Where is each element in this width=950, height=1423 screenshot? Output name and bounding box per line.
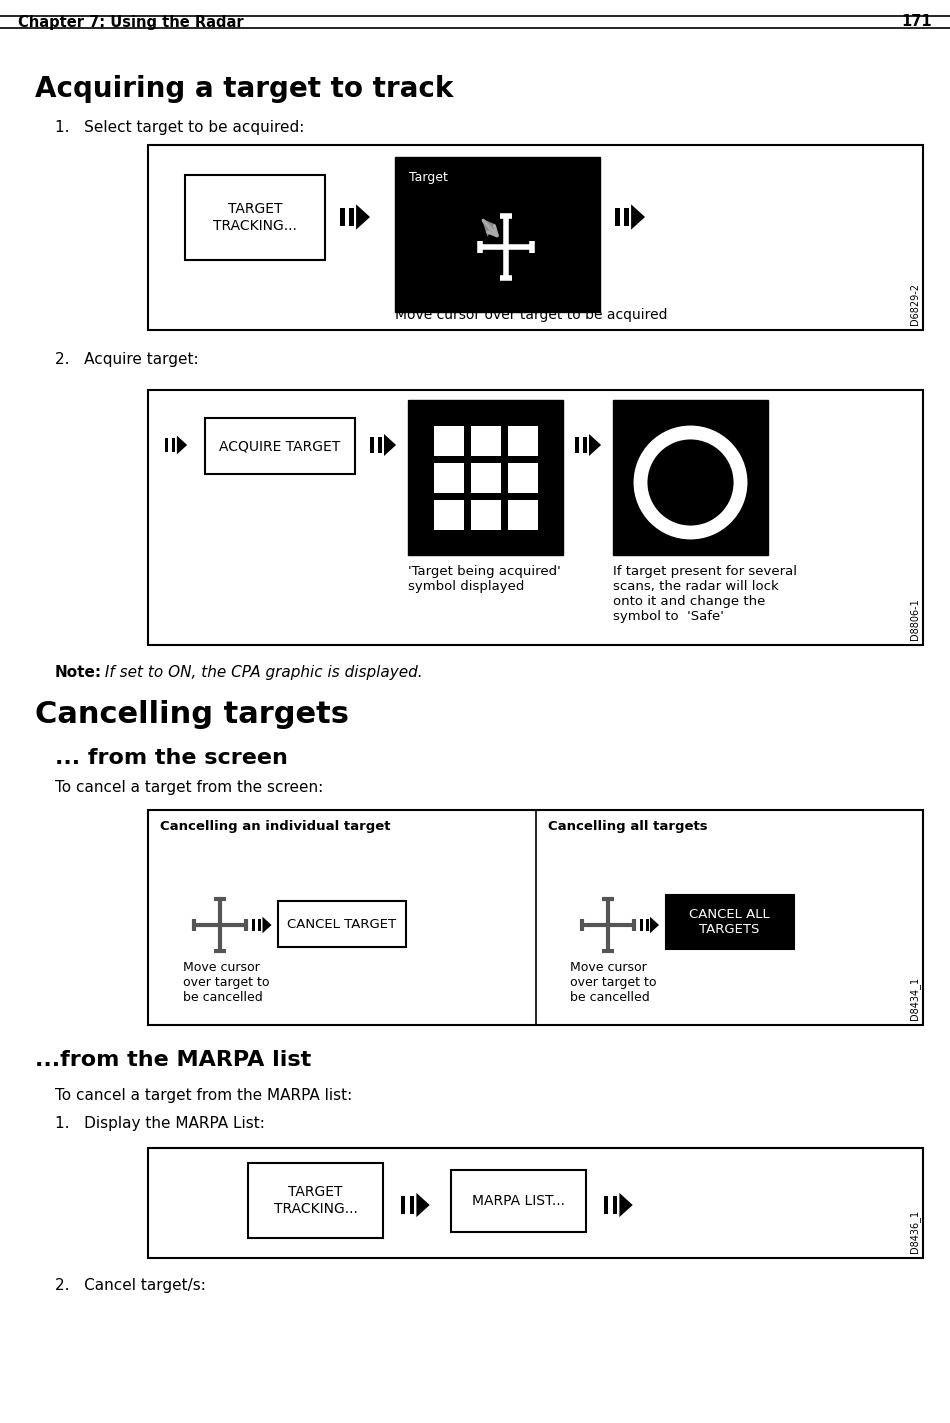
Text: ACQUIRE TARGET: ACQUIRE TARGET [219, 440, 341, 453]
Text: TARGET
TRACKING...: TARGET TRACKING... [213, 202, 297, 232]
Bar [470, 499, 501, 529]
Bar [666, 895, 793, 949]
Text: If target present for several
scans, the radar will lock
onto it and change the
: If target present for several scans, the… [613, 565, 797, 623]
Polygon shape [650, 916, 659, 933]
Polygon shape [619, 1192, 633, 1217]
Bar [604, 1197, 608, 1214]
Bar [350, 208, 353, 226]
Text: Move cursor
over target to
be cancelled: Move cursor over target to be cancelled [571, 961, 657, 1005]
Bar [370, 437, 374, 453]
Text: Cancelling all targets: Cancelling all targets [547, 820, 707, 832]
Bar [433, 425, 464, 455]
Text: 'Target being acquired'
symbol displayed: 'Target being acquired' symbol displayed [408, 565, 560, 593]
Bar [165, 438, 168, 451]
Text: To cancel a target from the screen:: To cancel a target from the screen: [55, 780, 323, 795]
Text: CANCEL ALL
TARGETS: CANCEL ALL TARGETS [689, 908, 770, 936]
Polygon shape [589, 434, 601, 455]
Bar [575, 437, 579, 453]
Text: Move cursor
over target to
be cancelled: Move cursor over target to be cancelled [183, 961, 270, 1005]
Text: Note:: Note: [55, 665, 103, 680]
Bar [401, 1197, 406, 1214]
Text: Chapter 7: Using the Radar: Chapter 7: Using the Radar [18, 14, 243, 30]
Bar [507, 425, 538, 455]
Text: 1.   Select target to be acquired:: 1. Select target to be acquired: [55, 120, 304, 135]
Polygon shape [356, 205, 370, 229]
Text: D8434_1: D8434_1 [909, 976, 920, 1020]
Bar [340, 208, 345, 226]
Bar [248, 1163, 383, 1238]
Bar [615, 208, 619, 226]
Bar [148, 810, 923, 1025]
Text: CANCEL TARGET: CANCEL TARGET [288, 918, 396, 931]
Bar [252, 919, 255, 931]
Text: 2.   Cancel target/s:: 2. Cancel target/s: [55, 1278, 206, 1294]
Text: Target: Target [409, 171, 447, 184]
Text: Move cursor over target to be acquired: Move cursor over target to be acquired [395, 307, 668, 322]
Bar [507, 462, 538, 492]
Bar [205, 418, 355, 474]
Bar [613, 400, 768, 555]
Bar [409, 1197, 414, 1214]
Bar [645, 919, 649, 931]
Text: 171: 171 [902, 14, 932, 30]
Bar [258, 919, 261, 931]
Bar [470, 462, 501, 492]
Polygon shape [262, 916, 272, 933]
Bar [185, 175, 325, 260]
Text: Acquiring a target to track: Acquiring a target to track [35, 75, 453, 102]
Text: ... from the screen: ... from the screen [55, 748, 288, 768]
Bar [470, 425, 501, 455]
Bar [172, 438, 175, 451]
Text: Cancelling an individual target: Cancelling an individual target [160, 820, 390, 832]
Text: D8436_1: D8436_1 [909, 1210, 920, 1254]
Bar [148, 390, 923, 645]
Bar [148, 145, 923, 330]
Bar [507, 499, 538, 529]
Text: D8806-1: D8806-1 [910, 598, 920, 640]
Text: TARGET
TRACKING...: TARGET TRACKING... [274, 1185, 357, 1215]
Bar [583, 437, 587, 453]
Bar [378, 437, 382, 453]
Bar [395, 157, 600, 312]
Polygon shape [177, 435, 187, 454]
Polygon shape [384, 434, 396, 455]
Bar [451, 1170, 586, 1232]
Bar [624, 208, 629, 226]
Text: ...from the MARPA list: ...from the MARPA list [35, 1050, 312, 1070]
Bar [408, 400, 563, 555]
Polygon shape [416, 1192, 429, 1217]
Text: If set to ON, the CPA graphic is displayed.: If set to ON, the CPA graphic is display… [100, 665, 423, 680]
Bar [433, 499, 464, 529]
Text: To cancel a target from the MARPA list:: To cancel a target from the MARPA list: [55, 1089, 352, 1103]
Bar [433, 462, 464, 492]
Text: D6829-2: D6829-2 [910, 283, 920, 324]
Text: 1.   Display the MARPA List:: 1. Display the MARPA List: [55, 1116, 265, 1131]
Text: MARPA LIST...: MARPA LIST... [472, 1194, 565, 1208]
Polygon shape [631, 205, 645, 229]
Bar [613, 1197, 618, 1214]
Bar [639, 919, 642, 931]
Text: Cancelling targets: Cancelling targets [35, 700, 349, 729]
Bar [148, 1148, 923, 1258]
Text: 2.   Acquire target:: 2. Acquire target: [55, 351, 199, 367]
Polygon shape [482, 219, 496, 236]
Bar [278, 901, 406, 946]
